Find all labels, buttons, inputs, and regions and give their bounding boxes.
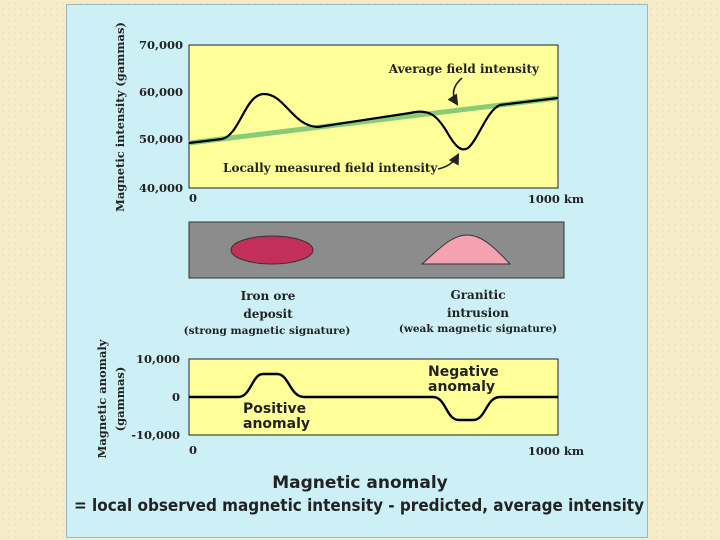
positive-anomaly-line1: Positive — [243, 401, 306, 417]
top-chart-plot-area — [188, 44, 559, 189]
top-ytick-50000: 50,000 — [139, 132, 183, 146]
anomaly-curve — [189, 372, 558, 422]
top-ytick-60000: 60,000 — [139, 85, 183, 99]
iron-ore-body — [230, 235, 314, 265]
bottom-ytick-minus-10000: -10,000 — [131, 428, 180, 442]
positive-anomaly-line2: anomaly — [243, 416, 310, 432]
negative-anomaly-line1: Negative — [428, 364, 499, 380]
iron-ore-title: Iron ore — [241, 289, 296, 303]
average-field-line — [188, 95, 559, 146]
top-ytick-40000: 40,000 — [139, 181, 183, 195]
bottom-xtick-end: 1000 km — [528, 444, 584, 458]
bottom-xtick-start: 0 — [189, 443, 197, 457]
top-ytick-70000: 70,000 — [139, 38, 183, 52]
bottom-ylabel-line1: Magnetic anomaly — [95, 339, 109, 458]
granite-note: (weak magnetic signature) — [399, 323, 557, 335]
granite-title: Granitic — [450, 288, 505, 302]
caption-title: Magnetic anomaly — [272, 473, 448, 493]
bottom-ylabel-line2: (gammas) — [113, 367, 127, 432]
top-xtick-start: 0 — [189, 191, 197, 205]
top-xtick-end: 1000 km — [528, 192, 584, 206]
iron-ore-title2: deposit — [243, 307, 293, 321]
average-field-label: Average field intensity — [388, 62, 540, 76]
average-field-arrow — [447, 77, 463, 106]
local-field-curve — [188, 92, 559, 151]
iron-ore-note: (strong magnetic signature) — [184, 325, 351, 337]
negative-anomaly-line2: anomaly — [428, 379, 495, 395]
top-ylabel: Magnetic intensity (gammas) — [113, 22, 127, 212]
bottom-ytick-0: 0 — [172, 390, 180, 404]
granite-body — [420, 234, 512, 265]
granite-title2: intrusion — [447, 306, 509, 320]
local-field-arrow — [437, 153, 460, 170]
local-field-label: Locally measured field intensity — [223, 161, 438, 175]
caption-equation: = local observed magnetic intensity - pr… — [74, 496, 644, 516]
bottom-ytick-10000: 10,000 — [136, 352, 180, 366]
